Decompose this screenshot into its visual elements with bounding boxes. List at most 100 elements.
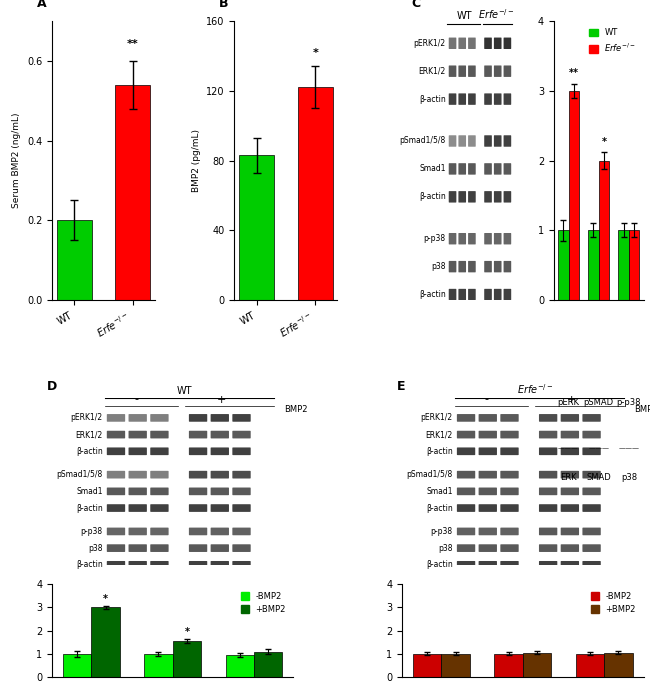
FancyBboxPatch shape <box>211 544 229 552</box>
Text: $Erfe^{-/-}$: $Erfe^{-/-}$ <box>517 383 553 396</box>
Bar <box>569 91 579 300</box>
FancyBboxPatch shape <box>539 561 557 569</box>
FancyBboxPatch shape <box>478 487 497 495</box>
FancyBboxPatch shape <box>468 94 476 105</box>
FancyBboxPatch shape <box>107 544 125 552</box>
FancyBboxPatch shape <box>494 66 502 77</box>
Bar <box>558 230 569 300</box>
FancyBboxPatch shape <box>107 504 125 512</box>
FancyBboxPatch shape <box>150 414 168 422</box>
Text: β-actin: β-actin <box>419 95 446 103</box>
FancyBboxPatch shape <box>189 487 207 495</box>
FancyBboxPatch shape <box>504 163 511 174</box>
FancyBboxPatch shape <box>484 163 492 174</box>
Text: β-actin: β-actin <box>76 447 103 456</box>
Text: β-actin: β-actin <box>426 560 453 570</box>
FancyBboxPatch shape <box>484 94 492 105</box>
FancyBboxPatch shape <box>504 261 511 272</box>
FancyBboxPatch shape <box>539 528 557 535</box>
FancyBboxPatch shape <box>500 528 519 535</box>
Text: pERK1/2: pERK1/2 <box>421 413 453 422</box>
FancyBboxPatch shape <box>500 431 519 438</box>
FancyBboxPatch shape <box>458 289 466 300</box>
Bar <box>413 654 441 677</box>
Bar <box>92 607 120 677</box>
Bar <box>298 87 333 300</box>
Text: +: + <box>216 394 226 405</box>
FancyBboxPatch shape <box>189 414 207 422</box>
FancyBboxPatch shape <box>582 561 601 569</box>
FancyBboxPatch shape <box>150 487 168 495</box>
FancyBboxPatch shape <box>129 528 147 535</box>
Text: p38: p38 <box>88 544 103 553</box>
FancyBboxPatch shape <box>107 414 125 422</box>
FancyBboxPatch shape <box>582 471 601 479</box>
Bar <box>63 654 92 677</box>
FancyBboxPatch shape <box>448 94 456 105</box>
FancyBboxPatch shape <box>448 163 456 174</box>
FancyBboxPatch shape <box>504 233 511 244</box>
FancyBboxPatch shape <box>478 561 497 569</box>
FancyBboxPatch shape <box>457 561 475 569</box>
FancyBboxPatch shape <box>561 528 579 535</box>
FancyBboxPatch shape <box>539 471 557 479</box>
FancyBboxPatch shape <box>189 528 207 535</box>
Text: WT: WT <box>177 386 192 396</box>
Text: β-actin: β-actin <box>76 503 103 512</box>
Text: ERK: ERK <box>560 473 577 482</box>
Text: β-actin: β-actin <box>76 560 103 570</box>
Text: pSMAD: pSMAD <box>584 398 614 407</box>
FancyBboxPatch shape <box>448 191 456 202</box>
FancyBboxPatch shape <box>457 544 475 552</box>
FancyBboxPatch shape <box>189 471 207 479</box>
FancyBboxPatch shape <box>458 66 466 77</box>
FancyBboxPatch shape <box>150 504 168 512</box>
Text: WT: WT <box>456 11 472 21</box>
Bar <box>604 653 632 677</box>
Bar <box>57 221 92 300</box>
FancyBboxPatch shape <box>561 414 579 422</box>
Text: p38: p38 <box>432 262 446 271</box>
FancyBboxPatch shape <box>107 447 125 455</box>
FancyBboxPatch shape <box>458 261 466 272</box>
FancyBboxPatch shape <box>458 135 466 147</box>
Text: pERK1/2: pERK1/2 <box>71 413 103 422</box>
FancyBboxPatch shape <box>561 431 579 438</box>
Text: E: E <box>397 380 406 392</box>
Text: ———: ——— <box>558 445 579 452</box>
FancyBboxPatch shape <box>494 191 502 202</box>
FancyBboxPatch shape <box>457 431 475 438</box>
FancyBboxPatch shape <box>189 561 207 569</box>
FancyBboxPatch shape <box>107 431 125 438</box>
FancyBboxPatch shape <box>500 471 519 479</box>
FancyBboxPatch shape <box>458 163 466 174</box>
FancyBboxPatch shape <box>211 414 229 422</box>
FancyBboxPatch shape <box>468 289 476 300</box>
Bar <box>254 651 283 677</box>
Text: BMP2: BMP2 <box>284 405 307 414</box>
FancyBboxPatch shape <box>494 38 502 49</box>
Bar <box>588 230 599 300</box>
Text: β-actin: β-actin <box>426 503 453 512</box>
Text: C: C <box>411 0 421 10</box>
Legend: WT, $Erfe^{-/-}$: WT, $Erfe^{-/-}$ <box>586 25 640 57</box>
Bar <box>115 84 150 300</box>
Text: *: * <box>103 593 108 604</box>
FancyBboxPatch shape <box>500 561 519 569</box>
FancyBboxPatch shape <box>468 191 476 202</box>
FancyBboxPatch shape <box>561 544 579 552</box>
Text: pSmad1/5/8: pSmad1/5/8 <box>400 137 446 145</box>
FancyBboxPatch shape <box>582 447 601 455</box>
FancyBboxPatch shape <box>582 431 601 438</box>
FancyBboxPatch shape <box>539 414 557 422</box>
FancyBboxPatch shape <box>478 447 497 455</box>
FancyBboxPatch shape <box>129 504 147 512</box>
FancyBboxPatch shape <box>484 66 492 77</box>
FancyBboxPatch shape <box>500 414 519 422</box>
FancyBboxPatch shape <box>484 289 492 300</box>
Text: p38: p38 <box>438 544 453 553</box>
FancyBboxPatch shape <box>478 414 497 422</box>
FancyBboxPatch shape <box>457 471 475 479</box>
FancyBboxPatch shape <box>129 544 147 552</box>
FancyBboxPatch shape <box>150 431 168 438</box>
